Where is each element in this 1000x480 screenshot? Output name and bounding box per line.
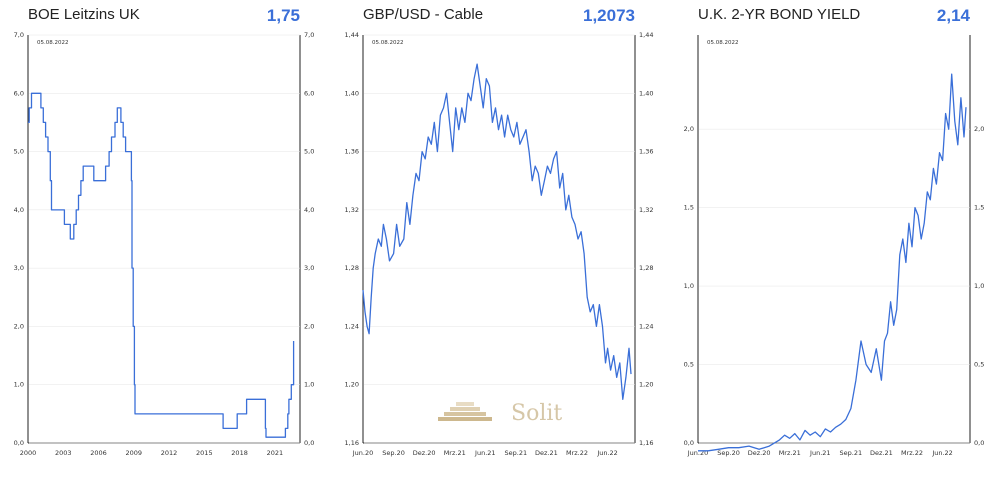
y-tick-label: 0,5 xyxy=(684,361,694,369)
x-tick-label: Sep.21 xyxy=(840,449,863,457)
as-of-date: 05.08.2022 xyxy=(372,40,404,46)
cable-chart: 1,16 1,16 1,20 1,20 1,24 1,24 1,28 1,28 1,32 1,32… xyxy=(345,31,654,457)
x-tick-label: Mrz.22 xyxy=(901,449,923,457)
current-value: 1,2073 xyxy=(583,6,635,25)
y-tick-label: 2,0 xyxy=(304,322,314,330)
series-line xyxy=(28,92,295,438)
y-tick-label: 4,0 xyxy=(304,206,314,214)
y-tick-label: 1,5 xyxy=(974,204,984,212)
x-tick-label: 2006 xyxy=(90,449,107,457)
x-tick-label: Mrz.22 xyxy=(566,449,588,457)
x-tick-label: Sep.20 xyxy=(717,449,740,457)
y-tick-label: 0,0 xyxy=(14,439,24,447)
y-tick-label: 7,0 xyxy=(304,31,314,39)
y-tick-label: 1,0 xyxy=(974,282,984,290)
y-tick-label: 1,24 xyxy=(345,322,359,330)
chart-panel-cable: GBP/USD - Cable 1,2073 1,16 1,16 1,20 1,20 1… xyxy=(335,0,665,480)
y-tick-label: 1,16 xyxy=(345,439,359,447)
chart-title: BOE Leitzins UK xyxy=(28,6,140,23)
y-tick-label: 1,0 xyxy=(304,381,314,389)
y-tick-label: 0,0 xyxy=(684,439,694,447)
x-tick-label: Dez.20 xyxy=(748,449,771,457)
chart-panel-bond: U.K. 2-YR BOND YIELD 2,14 0,0 0,0 0,5 0,5 1,… xyxy=(670,0,1000,480)
logo-step xyxy=(444,412,486,416)
y-tick-label: 2,0 xyxy=(974,125,984,133)
x-tick-label: 2018 xyxy=(231,449,248,457)
y-tick-label: 7,0 xyxy=(14,31,24,39)
y-tick-label: 1,32 xyxy=(345,206,359,214)
x-tick-label: 2000 xyxy=(20,449,37,457)
y-tick-label: 1,28 xyxy=(639,264,653,272)
y-tick-label: 1,44 xyxy=(639,31,653,39)
y-tick-label: 1,40 xyxy=(345,89,359,97)
as-of-date: 05.08.2022 xyxy=(707,40,739,46)
y-tick-label: 1,16 xyxy=(639,439,653,447)
y-tick-label: 1,20 xyxy=(345,381,359,389)
chart-title: U.K. 2-YR BOND YIELD xyxy=(698,6,861,23)
as-of-date: 05.08.2022 xyxy=(37,40,69,46)
x-tick-label: Jun.21 xyxy=(474,449,496,457)
y-tick-label: 4,0 xyxy=(14,206,24,214)
y-tick-label: 0,0 xyxy=(974,439,984,447)
bond-chart: 0,0 0,0 0,5 0,5 1,0 1,0 1,5 1,5 2,0 2,0 05.08.2022… xyxy=(684,35,984,457)
x-tick-label: Jun.21 xyxy=(809,449,831,457)
x-tick-label: 2021 xyxy=(267,449,284,457)
y-tick-label: 0,5 xyxy=(974,361,984,369)
x-tick-label: Sep.21 xyxy=(505,449,528,457)
y-tick-label: 1,24 xyxy=(639,322,653,330)
x-tick-label: Jun.20 xyxy=(687,449,709,457)
y-tick-label: 1,32 xyxy=(639,206,653,214)
x-tick-label: Dez.21 xyxy=(535,449,558,457)
x-tick-label: Jun.22 xyxy=(596,449,618,457)
x-tick-label: Mrz.21 xyxy=(779,449,801,457)
watermark-text: Solit xyxy=(511,401,562,426)
x-tick-label: Dez.21 xyxy=(870,449,893,457)
y-tick-label: 1,28 xyxy=(345,264,359,272)
y-tick-label: 1,0 xyxy=(684,282,694,290)
chart-title: GBP/USD - Cable xyxy=(363,6,484,23)
y-tick-label: 5,0 xyxy=(14,148,24,156)
logo-step xyxy=(450,407,480,411)
y-tick-label: 6,0 xyxy=(14,89,24,97)
y-tick-label: 1,40 xyxy=(639,89,653,97)
series-line xyxy=(362,63,632,400)
y-tick-label: 0,0 xyxy=(304,439,314,447)
solit-logo xyxy=(438,402,492,421)
x-tick-label: Sep.20 xyxy=(382,449,405,457)
current-value: 1,75 xyxy=(266,6,300,25)
x-tick-label: 2012 xyxy=(161,449,178,457)
x-tick-label: Jun.20 xyxy=(352,449,374,457)
x-tick-label: Dez.20 xyxy=(413,449,436,457)
chart-panel-boe: BOE Leitzins UK 1,75 0,0 0,0 1,0 1,0 2,0 2,0 3… xyxy=(0,0,330,480)
logo-step xyxy=(438,417,492,421)
current-value: 2,14 xyxy=(936,6,970,25)
y-tick-label: 2,0 xyxy=(684,125,694,133)
x-tick-label: Jun.22 xyxy=(931,449,953,457)
y-tick-label: 3,0 xyxy=(304,264,314,272)
y-tick-label: 1,36 xyxy=(639,148,653,156)
y-tick-label: 1,5 xyxy=(684,204,694,212)
x-tick-label: Mrz.21 xyxy=(444,449,466,457)
y-tick-label: 2,0 xyxy=(14,322,24,330)
boe-chart: 0,0 0,0 1,0 1,0 2,0 2,0 3,0 3,0 4,0 4,0 5,0 5,0 6,0 6… xyxy=(14,31,315,457)
y-tick-label: 1,36 xyxy=(345,148,359,156)
x-tick-label: 2015 xyxy=(196,449,213,457)
x-tick-label: 2009 xyxy=(126,449,143,457)
y-tick-label: 5,0 xyxy=(304,148,314,156)
y-tick-label: 1,20 xyxy=(639,381,653,389)
x-tick-label: 2003 xyxy=(55,449,72,457)
series-line xyxy=(698,73,967,452)
y-tick-label: 6,0 xyxy=(304,89,314,97)
logo-step xyxy=(456,402,474,406)
y-tick-label: 1,0 xyxy=(14,381,24,389)
y-tick-label: 3,0 xyxy=(14,264,24,272)
y-tick-label: 1,44 xyxy=(345,31,359,39)
